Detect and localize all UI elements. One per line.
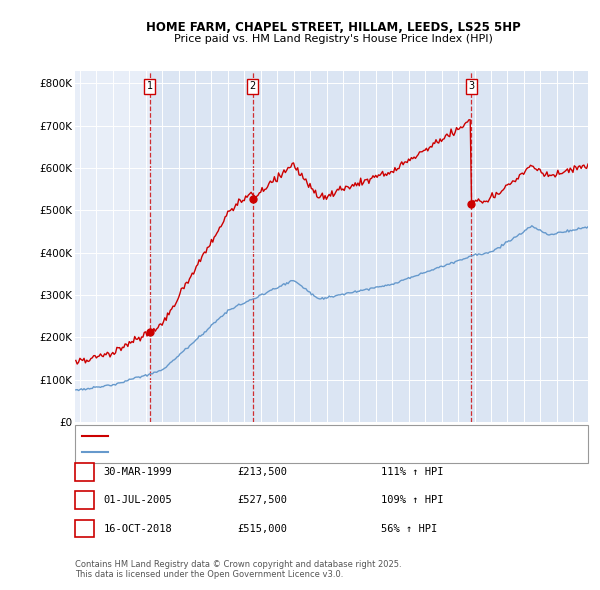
Text: 56% ↑ HPI: 56% ↑ HPI (381, 524, 437, 533)
Text: HOME FARM, CHAPEL STREET, HILLAM, LEEDS, LS25 5HP: HOME FARM, CHAPEL STREET, HILLAM, LEEDS,… (146, 21, 520, 34)
Text: 111% ↑ HPI: 111% ↑ HPI (381, 467, 443, 477)
Bar (253, 71, 471, 422)
Text: 01-JUL-2005: 01-JUL-2005 (104, 496, 173, 505)
Text: HOME FARM, CHAPEL STREET, HILLAM, LEEDS, LS25 5HP (detached house): HOME FARM, CHAPEL STREET, HILLAM, LEEDS,… (111, 431, 465, 440)
Text: HPI: Average price, detached house, North Yorkshire: HPI: Average price, detached house, Nort… (111, 448, 359, 457)
Text: 2: 2 (250, 81, 256, 91)
Text: 1: 1 (81, 467, 88, 477)
Text: 1: 1 (147, 81, 153, 91)
Text: 2: 2 (81, 496, 88, 505)
Text: £527,500: £527,500 (237, 496, 287, 505)
Text: £213,500: £213,500 (237, 467, 287, 477)
Bar (471, 71, 588, 422)
Bar (150, 71, 253, 422)
Text: 109% ↑ HPI: 109% ↑ HPI (381, 496, 443, 505)
Text: 3: 3 (81, 524, 88, 533)
Text: 30-MAR-1999: 30-MAR-1999 (104, 467, 173, 477)
Text: 3: 3 (468, 81, 474, 91)
Text: 16-OCT-2018: 16-OCT-2018 (104, 524, 173, 533)
Text: £515,000: £515,000 (237, 524, 287, 533)
Text: Contains HM Land Registry data © Crown copyright and database right 2025.
This d: Contains HM Land Registry data © Crown c… (75, 560, 401, 579)
Text: Price paid vs. HM Land Registry's House Price Index (HPI): Price paid vs. HM Land Registry's House … (173, 34, 493, 44)
